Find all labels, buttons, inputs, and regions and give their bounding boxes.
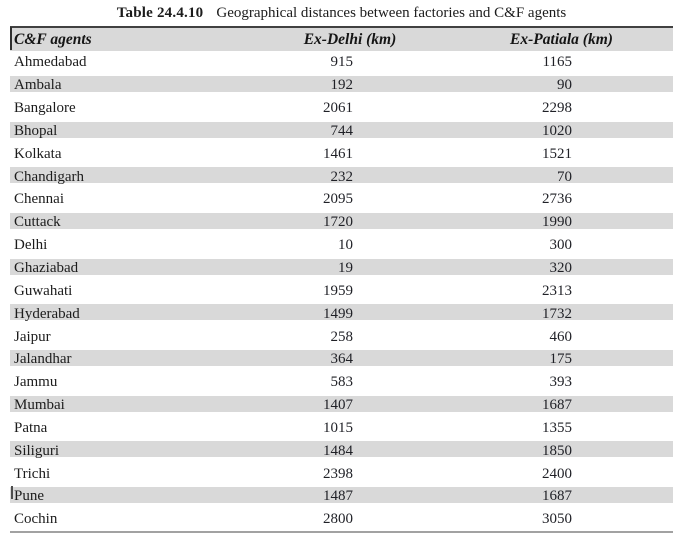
ex-patiala-cell: 1355: [542, 419, 572, 436]
ex-patiala-cell: 300: [549, 237, 573, 254]
ex-patiala-cell: 2313: [542, 282, 572, 299]
ex-patiala-cell: 3050: [542, 511, 572, 528]
col-header-ex-delhi: Ex-Delhi (km): [250, 27, 450, 51]
table-row: Cuttack 1720 1990: [10, 210, 673, 234]
ex-patiala-cell: 1165: [542, 54, 572, 71]
distances-table: C&F agents Ex-Delhi (km) Ex-Patiala (km)…: [10, 26, 673, 533]
ex-patiala-cell: 1732: [450, 302, 673, 326]
agent-cell: Chennai: [14, 191, 64, 208]
ex-delhi-cell: 192: [250, 73, 450, 97]
ex-delhi-cell: 1407: [250, 393, 450, 417]
agent-cell: Trichi: [14, 465, 51, 482]
agent-cell: Guwahati: [14, 282, 73, 299]
table-row: Ambala 192 90: [10, 73, 673, 97]
agent-cell: Ahmedabad: [14, 54, 87, 71]
ex-patiala-cell: 2736: [542, 191, 572, 208]
ex-delhi-cell: 915: [330, 54, 354, 71]
agent-cell: Cuttack: [10, 210, 250, 234]
scan-artifact-header-tick: [10, 27, 12, 50]
ex-delhi-cell: 232: [250, 165, 450, 189]
agent-cell: Cochin: [14, 511, 58, 528]
table-row: Patna 1015 1355: [10, 417, 673, 440]
ex-delhi-cell: 1484: [250, 439, 450, 463]
agent-cell: Bangalore: [14, 100, 76, 117]
table-row: Ghaziabad 19 320: [10, 256, 673, 280]
ex-delhi-cell: 1499: [250, 302, 450, 326]
ex-delhi-cell: 364: [250, 347, 450, 371]
ex-delhi-cell: 1720: [250, 210, 450, 234]
ex-patiala-cell: 460: [549, 328, 573, 345]
header-row: C&F agents Ex-Delhi (km) Ex-Patiala (km): [10, 27, 673, 51]
agent-cell: Delhi: [14, 237, 48, 254]
agent-cell: Ambala: [10, 73, 250, 97]
table-row: Hyderabad 1499 1732: [10, 302, 673, 326]
table-row: Bhopal 744 1020: [10, 119, 673, 143]
ex-delhi-cell: 1487: [250, 485, 450, 508]
ex-patiala-cell: 2400: [542, 465, 572, 482]
table-row: Ahmedabad 915 1165: [10, 51, 673, 74]
ex-delhi-cell: 2095: [323, 191, 353, 208]
table-row: Jaipur 258 460: [10, 325, 673, 348]
agent-cell: Hyderabad: [10, 302, 250, 326]
agent-cell: Kolkata: [14, 145, 62, 162]
table-row: Mumbai 1407 1687: [10, 393, 673, 417]
table-row: Siliguri 1484 1850: [10, 439, 673, 463]
ex-patiala-cell: 2298: [542, 100, 572, 117]
agent-cell: Jaipur: [14, 328, 51, 345]
ex-patiala-cell: 393: [549, 374, 573, 391]
col-header-agents: C&F agents: [10, 27, 250, 51]
ex-delhi-cell: 19: [250, 256, 450, 280]
scan-artifact-left-tick: [11, 486, 13, 499]
agent-cell: Ghaziabad: [10, 256, 250, 280]
ex-delhi-cell: 744: [250, 119, 450, 143]
ex-patiala-cell: 1990: [450, 210, 673, 234]
table-row: Chandigarh 232 70: [10, 165, 673, 189]
ex-patiala-cell: 1687: [450, 393, 673, 417]
table-row: Guwahati 1959 2313: [10, 279, 673, 302]
ex-patiala-cell: 1687: [450, 485, 673, 508]
ex-delhi-cell: 2061: [323, 100, 353, 117]
ex-patiala-cell: 90: [450, 73, 673, 97]
ex-delhi-cell: 258: [330, 328, 354, 345]
ex-delhi-cell: 2398: [323, 465, 353, 482]
agent-cell: Chandigarh: [10, 165, 250, 189]
ex-patiala-cell: 175: [450, 347, 673, 371]
agent-cell: Mumbai: [10, 393, 250, 417]
table-row: Bangalore 2061 2298: [10, 97, 673, 120]
table-row: Cochin 2800 3050: [10, 508, 673, 532]
col-header-ex-patiala: Ex-Patiala (km): [450, 27, 673, 51]
agent-cell: Siliguri: [10, 439, 250, 463]
table-row: Jammu 583 393: [10, 371, 673, 394]
agent-cell: Jammu: [14, 374, 58, 391]
table-row: Pune 1487 1687: [10, 485, 673, 508]
ex-delhi-cell: 2800: [323, 511, 353, 528]
table-row: Delhi 10 300: [10, 234, 673, 257]
table-row: Trichi 2398 2400: [10, 462, 673, 485]
table-row: Chennai 2095 2736: [10, 188, 673, 211]
table-row: Jalandhar 364 175: [10, 347, 673, 371]
agent-cell: Patna: [14, 419, 48, 436]
ex-patiala-cell: 1850: [450, 439, 673, 463]
agent-cell: Jalandhar: [10, 347, 250, 371]
table-caption: Geographical distances between factories…: [216, 5, 567, 21]
ex-delhi-cell: 583: [330, 374, 354, 391]
agent-cell: Pune: [10, 485, 250, 508]
ex-delhi-cell: 10: [338, 237, 353, 254]
ex-delhi-cell: 1461: [323, 145, 353, 162]
ex-delhi-cell: 1959: [323, 282, 353, 299]
ex-patiala-cell: 1521: [542, 145, 572, 162]
ex-patiala-cell: 70: [450, 165, 673, 189]
ex-delhi-cell: 1015: [323, 419, 353, 436]
table-title: Table 24.4.10 Geographical distances betw…: [0, 3, 683, 23]
table-row: Kolkata 1461 1521: [10, 142, 673, 165]
agent-cell: Bhopal: [10, 119, 250, 143]
table-number: Table 24.4.10: [116, 5, 204, 21]
table-body: Ahmedabad 915 1165 Ambala 192 90 Bangalore 2061…: [10, 51, 673, 532]
ex-patiala-cell: 320: [450, 256, 673, 280]
ex-patiala-cell: 1020: [450, 119, 673, 143]
